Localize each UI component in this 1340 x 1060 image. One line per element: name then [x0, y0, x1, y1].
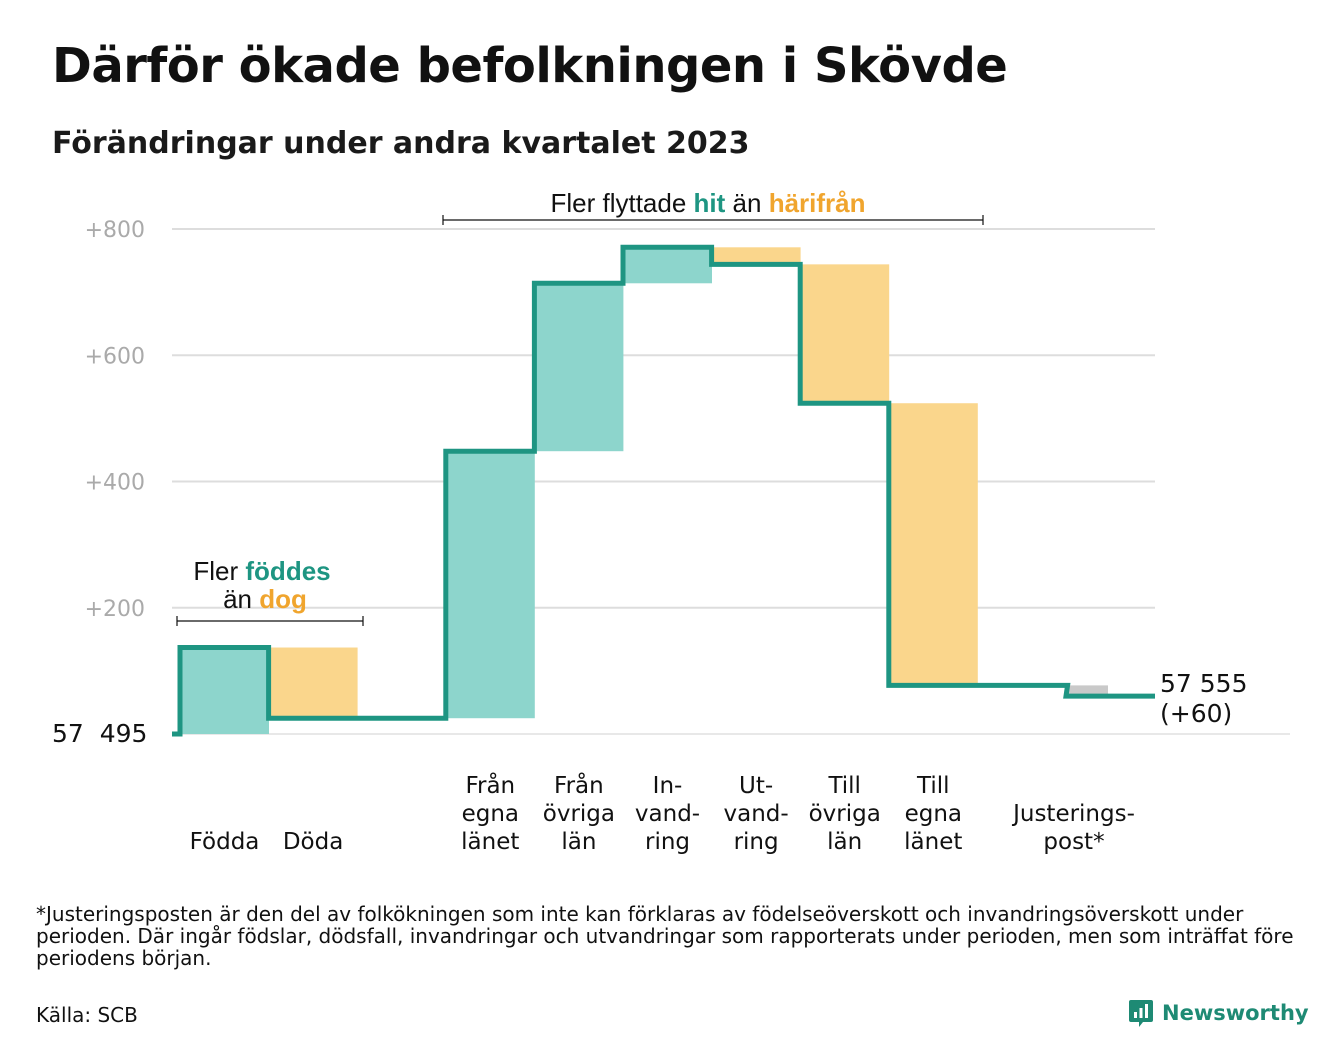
y-tick-label: +800 — [85, 218, 145, 243]
category-label: post* — [1043, 829, 1104, 855]
waterfall-bar — [623, 247, 712, 284]
grid-layer: +200 +400 +600 +800 — [85, 218, 1290, 735]
category-label: ring — [734, 829, 779, 855]
source-label: Källa: SCB — [36, 1003, 138, 1027]
waterfall-bar — [800, 264, 890, 404]
waterfall-bar — [888, 403, 978, 686]
running-total-line — [172, 244, 1155, 737]
waterfall-bar — [711, 247, 801, 265]
y-tick-label: +600 — [85, 344, 145, 369]
category-label: In- — [653, 773, 683, 799]
waterfall-bar — [268, 647, 358, 719]
category-label: egna — [905, 801, 962, 827]
category-label: övriga — [809, 801, 881, 827]
category-label: vand- — [635, 801, 700, 827]
migration-annotation-mid: än — [733, 188, 762, 218]
births-annotation-pre: Fler — [193, 556, 238, 586]
waterfall-bar — [445, 451, 535, 719]
category-label: länet — [461, 829, 519, 855]
svg-text:Fler föddes: Fler föddes — [193, 556, 330, 586]
category-label: övriga — [543, 801, 615, 827]
end-value-label: 57 555 — [1160, 669, 1247, 698]
chart-title: Därför ökade befolkningen i Skövde — [52, 38, 1008, 94]
y-tick-label: +200 — [85, 597, 145, 622]
category-label: län — [561, 829, 596, 855]
births-annotation-highlight-in: föddes — [245, 556, 330, 586]
footnote: *Justeringsposten är den del av folkökni… — [36, 902, 1294, 970]
category-label: Födda — [190, 829, 260, 855]
category-label: egna — [462, 801, 519, 827]
end-change-label: (+60) — [1160, 699, 1232, 728]
births-annotation-highlight-out: dog — [259, 584, 307, 614]
brand-name: Newsworthy — [1162, 1001, 1309, 1025]
bar-layer — [180, 247, 1108, 734]
category-label: Justerings- — [1011, 801, 1135, 827]
category-label: Från — [465, 771, 515, 799]
brand-logo: Newsworthy — [1128, 998, 1309, 1028]
waterfall-bar — [534, 283, 624, 452]
migration-annotation-highlight-in: hit — [694, 188, 726, 218]
category-label: Döda — [283, 829, 343, 855]
y-tick-label: +400 — [85, 471, 145, 496]
category-label: län — [827, 829, 862, 855]
base-value-label: 57 495 — [52, 719, 147, 748]
svg-text:än dog: än dog — [223, 584, 307, 614]
category-label: Till — [916, 773, 950, 799]
waterfall-chart: +200+400+600+800 Födda DödaFrånegnalänetF… — [52, 188, 1290, 855]
category-label: länet — [904, 829, 962, 855]
newsworthy-logo-icon — [1129, 1000, 1153, 1027]
migration-annotation-pre: Fler flyttade — [550, 188, 686, 218]
svg-text:Fler flyttade hit: Fler flyttade hit än härifrån — [550, 188, 865, 218]
births-annotation-mid: än — [223, 584, 252, 614]
category-label: Ut- — [739, 773, 773, 799]
category-label: vand- — [724, 801, 789, 827]
births-annotation: Fler föddes än dog — [176, 556, 364, 626]
label-layer: Födda DödaFrånegnalänetFrånövrigalänIn-va… — [190, 771, 1135, 855]
line-layer — [172, 244, 1155, 737]
waterfall-bar — [1068, 685, 1108, 697]
migration-annotation-highlight-out: härifrån — [769, 188, 866, 218]
migration-annotation: Fler flyttade hit än härifrån — [442, 188, 984, 225]
chart-subtitle: Förändringar under andra kvartalet 2023 — [52, 126, 750, 161]
waterfall-bar — [180, 647, 269, 734]
category-label: ring — [645, 829, 690, 855]
category-label: Till — [827, 773, 861, 799]
category-label: Från — [554, 771, 604, 799]
